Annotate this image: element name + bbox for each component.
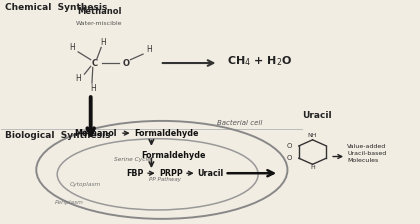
Text: O: O bbox=[287, 155, 292, 161]
Text: H: H bbox=[100, 39, 106, 47]
Text: Bacterial cell: Bacterial cell bbox=[217, 121, 262, 127]
Text: Uracil: Uracil bbox=[197, 169, 224, 178]
Text: NH: NH bbox=[308, 133, 317, 138]
Text: C: C bbox=[92, 58, 98, 67]
Text: Methanol: Methanol bbox=[74, 129, 116, 138]
Text: PP Pathway: PP Pathway bbox=[149, 177, 181, 182]
Text: H: H bbox=[69, 43, 75, 52]
Text: O: O bbox=[287, 143, 292, 149]
Text: H: H bbox=[310, 166, 315, 170]
Text: H: H bbox=[75, 74, 81, 83]
Text: Periplasm: Periplasm bbox=[55, 200, 84, 205]
Text: Formaldehyde: Formaldehyde bbox=[134, 129, 198, 138]
Text: Formaldehyde: Formaldehyde bbox=[141, 151, 205, 160]
Text: H: H bbox=[147, 45, 152, 54]
Text: Water-miscible: Water-miscible bbox=[76, 21, 122, 26]
Text: Chemical  Synthesis: Chemical Synthesis bbox=[5, 3, 107, 12]
Text: Biological  Synthesis: Biological Synthesis bbox=[5, 131, 110, 140]
Text: Cytoplasm: Cytoplasm bbox=[70, 182, 101, 187]
Text: Serine Cycle: Serine Cycle bbox=[114, 157, 150, 162]
Text: H: H bbox=[90, 84, 96, 93]
Text: Methanol: Methanol bbox=[77, 7, 121, 16]
Text: Uracil: Uracil bbox=[302, 111, 331, 120]
Text: O: O bbox=[123, 58, 130, 67]
Text: CH$_4$ + H$_2$O: CH$_4$ + H$_2$O bbox=[227, 54, 292, 68]
Text: Value-added
Uracil-based
Molecules: Value-added Uracil-based Molecules bbox=[347, 144, 386, 163]
Text: FBP: FBP bbox=[126, 169, 144, 178]
Text: PRPP: PRPP bbox=[159, 169, 183, 178]
